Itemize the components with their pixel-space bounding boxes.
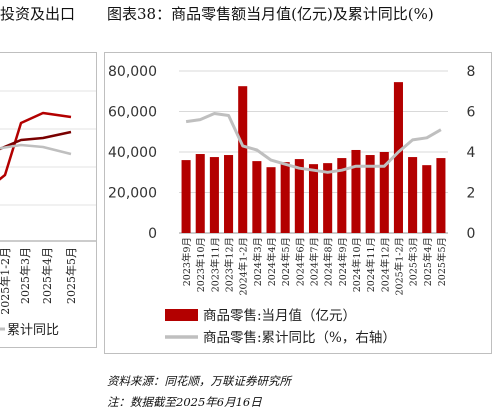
bar (337, 158, 347, 233)
bar (224, 155, 234, 233)
y-right-tick-label: 2 (467, 186, 476, 202)
x-tick-label: 2024年1-2月 (238, 237, 250, 295)
bar (280, 162, 290, 233)
x-tick-label: 2024年12月 (379, 237, 391, 292)
y-right-tick-label: 6 (467, 105, 476, 121)
bar (294, 159, 304, 233)
bar (266, 167, 276, 233)
bar (393, 82, 403, 233)
bar (209, 157, 219, 233)
y-right-tick-label: 8 (467, 64, 476, 80)
bar (379, 152, 389, 233)
bar (238, 86, 248, 233)
x-tick-label: 2024年10月 (351, 237, 363, 292)
x-tick-label: 2024年5月 (280, 237, 292, 286)
x-tick-label: 2023年9月 (181, 237, 193, 286)
y-right-tick-label: 0 (467, 226, 476, 242)
x-tick-label: 2025年3月 (408, 237, 420, 286)
left-chart-title: 投资及出口 (0, 5, 76, 23)
data-date-note: 注：数据截至2025年6月16日 (107, 395, 262, 409)
legend-line-label: 商品零售:累计同比（%，右轴） (203, 330, 396, 346)
x-tick-label: 2024年9月 (337, 237, 349, 286)
legend-bar-label: 商品零售:当月值（亿元） (203, 308, 356, 324)
left-series-line (0, 130, 72, 151)
legend-bar-swatch (165, 309, 198, 321)
x-tick-label: 2024年7月 (309, 237, 321, 286)
chart-title: 图表38：商品零售额当月值(亿元)及累计同比(%) (107, 5, 434, 23)
yoy-line (185, 112, 442, 174)
x-tick-label: 2023年10月 (195, 237, 207, 292)
x-tick-label: 2024年11月 (365, 237, 377, 292)
x-tick-label: 2023年11月 (209, 237, 221, 292)
y-left-tick-label: 60,000 (108, 105, 157, 121)
x-tick-label: 2024年8月 (323, 237, 335, 286)
main-chart-panel: 0 20,000 40,000 60,000 80,000 0 2 4 6 8 2023年9月 202… (104, 52, 492, 354)
y-left-tick-label: 0 (148, 226, 157, 242)
x-tick-label: 2024年6月 (294, 237, 306, 286)
bar (408, 157, 418, 233)
y-right-tick-label: 4 (467, 145, 476, 161)
left-x-tick-label: 2025年4月 (40, 247, 54, 304)
left-series-line (0, 111, 72, 181)
left-x-tick-label: 2025年5月 (64, 247, 78, 304)
x-tick-label: 2025年1-2月 (393, 237, 405, 295)
left-x-tick-label: 2025年3月 (18, 247, 32, 304)
x-tick-label: 2025年5月 (436, 237, 448, 286)
x-tick-label: 2023年12月 (224, 237, 236, 292)
bar (365, 155, 375, 233)
bar (436, 158, 446, 233)
x-tick-label: 2024年4月 (266, 237, 278, 286)
y-left-tick-label: 80,000 (108, 64, 157, 80)
x-tick-label: 2025年4月 (422, 237, 434, 286)
bar (308, 164, 319, 233)
source-note: 资料来源：同花顺，万联证券研究所 (107, 374, 291, 388)
left-x-tick-label: 2025年1-2月 (0, 247, 12, 315)
bar (323, 163, 333, 233)
bar (422, 165, 432, 233)
left-chart-panel: 2025年1-2月 2025年3月 2025年4月 2025年5月累计同比 (0, 52, 97, 348)
bar (351, 149, 361, 233)
bar (181, 160, 191, 233)
y-left-tick-label: 20,000 (108, 186, 157, 202)
y-left-tick-label: 40,000 (108, 145, 157, 161)
bar (195, 154, 205, 233)
left-series-line (0, 143, 72, 156)
x-tick-label: 2024年3月 (252, 237, 264, 286)
left-legend-label: 累计同比 (7, 323, 59, 338)
bar (252, 161, 262, 233)
